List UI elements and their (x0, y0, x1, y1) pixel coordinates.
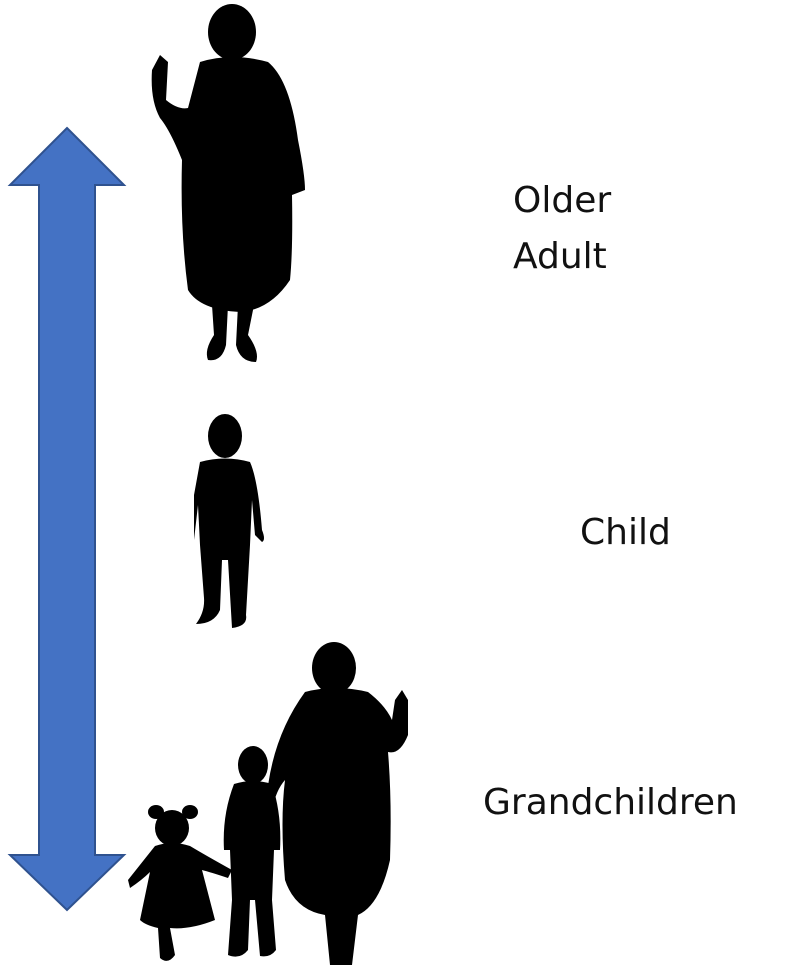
child-label: Child (580, 512, 671, 553)
child-silhouette (194, 414, 264, 628)
older-adult-label: Older (513, 180, 611, 221)
older-adult-label: Adult (513, 236, 607, 277)
grandchildren-silhouette (128, 642, 408, 965)
older-adult-silhouette (152, 4, 305, 362)
double-arrow (10, 128, 124, 910)
diagram: Older Adult Child Grandchildren (0, 0, 786, 970)
grandchildren-label: Grandchildren (483, 782, 738, 823)
page: Older Adult Child Grandchildren (() => {… (0, 0, 786, 970)
